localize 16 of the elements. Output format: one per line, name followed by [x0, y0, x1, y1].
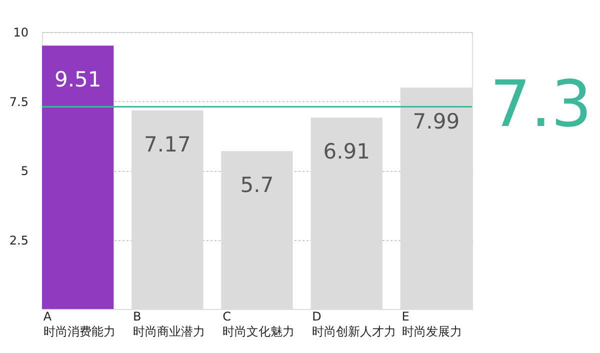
x-tick-label: D 时尚创新人才力 [312, 310, 396, 338]
bar [42, 46, 114, 309]
x-tick-label: A 时尚消费能力 [43, 310, 116, 338]
x-tick-label: C 时尚文化魅力 [222, 310, 295, 338]
data-label: 7.99 [412, 110, 460, 134]
y-tick-label: 2.5 [9, 233, 28, 248]
data-label: 9.51 [54, 68, 102, 92]
y-tick-label: 5 [20, 164, 28, 178]
x-tick-label: E 时尚发展力 [402, 310, 462, 338]
data-label: 5.7 [240, 173, 274, 198]
data-label: 7.17 [144, 132, 191, 156]
y-tick-label: 10 [13, 26, 28, 40]
y-tick-label: 7.5 [9, 94, 28, 109]
x-tick-label: B 时尚商业潜力 [133, 310, 206, 338]
ref-line-label: 7.3 [490, 68, 592, 142]
data-label: 6.91 [323, 140, 370, 164]
